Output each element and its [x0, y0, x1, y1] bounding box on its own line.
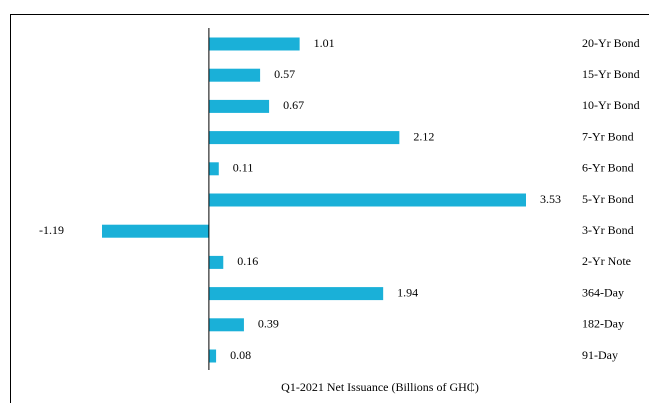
category-label: 20-Yr Bond: [582, 36, 640, 50]
category-label: 2-Yr Note: [582, 254, 631, 268]
category-label: 364-Day: [582, 285, 624, 299]
bar: [208, 287, 384, 301]
category-label: 3-Yr Bond: [582, 223, 634, 237]
x-axis-label: Q1-2021 Net Issuance (Billions of GH₵): [281, 380, 479, 394]
chart-frame: [10, 14, 649, 403]
value-label: 0.16: [237, 254, 258, 268]
value-label: 1.94: [397, 285, 418, 299]
value-label: 0.39: [258, 317, 279, 331]
category-label: 182-Day: [582, 317, 624, 331]
bar: [208, 318, 244, 332]
bar: [208, 349, 217, 363]
category-label: 7-Yr Bond: [582, 129, 634, 143]
bar: [208, 162, 219, 176]
value-label: 3.53: [540, 192, 561, 206]
value-label: -1.19: [39, 223, 64, 237]
bar: [208, 99, 270, 113]
value-label: 2.12: [413, 129, 434, 143]
bar: [208, 131, 400, 145]
category-label: 6-Yr Bond: [582, 161, 634, 175]
value-label: 0.67: [283, 98, 304, 112]
category-label: 10-Yr Bond: [582, 98, 640, 112]
bar: [208, 37, 300, 51]
category-label: 91-Day: [582, 348, 618, 362]
bar: [102, 224, 209, 238]
bar: [208, 193, 526, 207]
bar: [208, 255, 224, 269]
category-label: 5-Yr Bond: [582, 192, 634, 206]
value-label: 0.11: [233, 161, 254, 175]
category-label: 15-Yr Bond: [582, 67, 640, 81]
value-label: 0.57: [274, 67, 295, 81]
value-label: 0.08: [230, 348, 251, 362]
value-label: 1.01: [314, 36, 335, 50]
bar: [208, 68, 261, 82]
